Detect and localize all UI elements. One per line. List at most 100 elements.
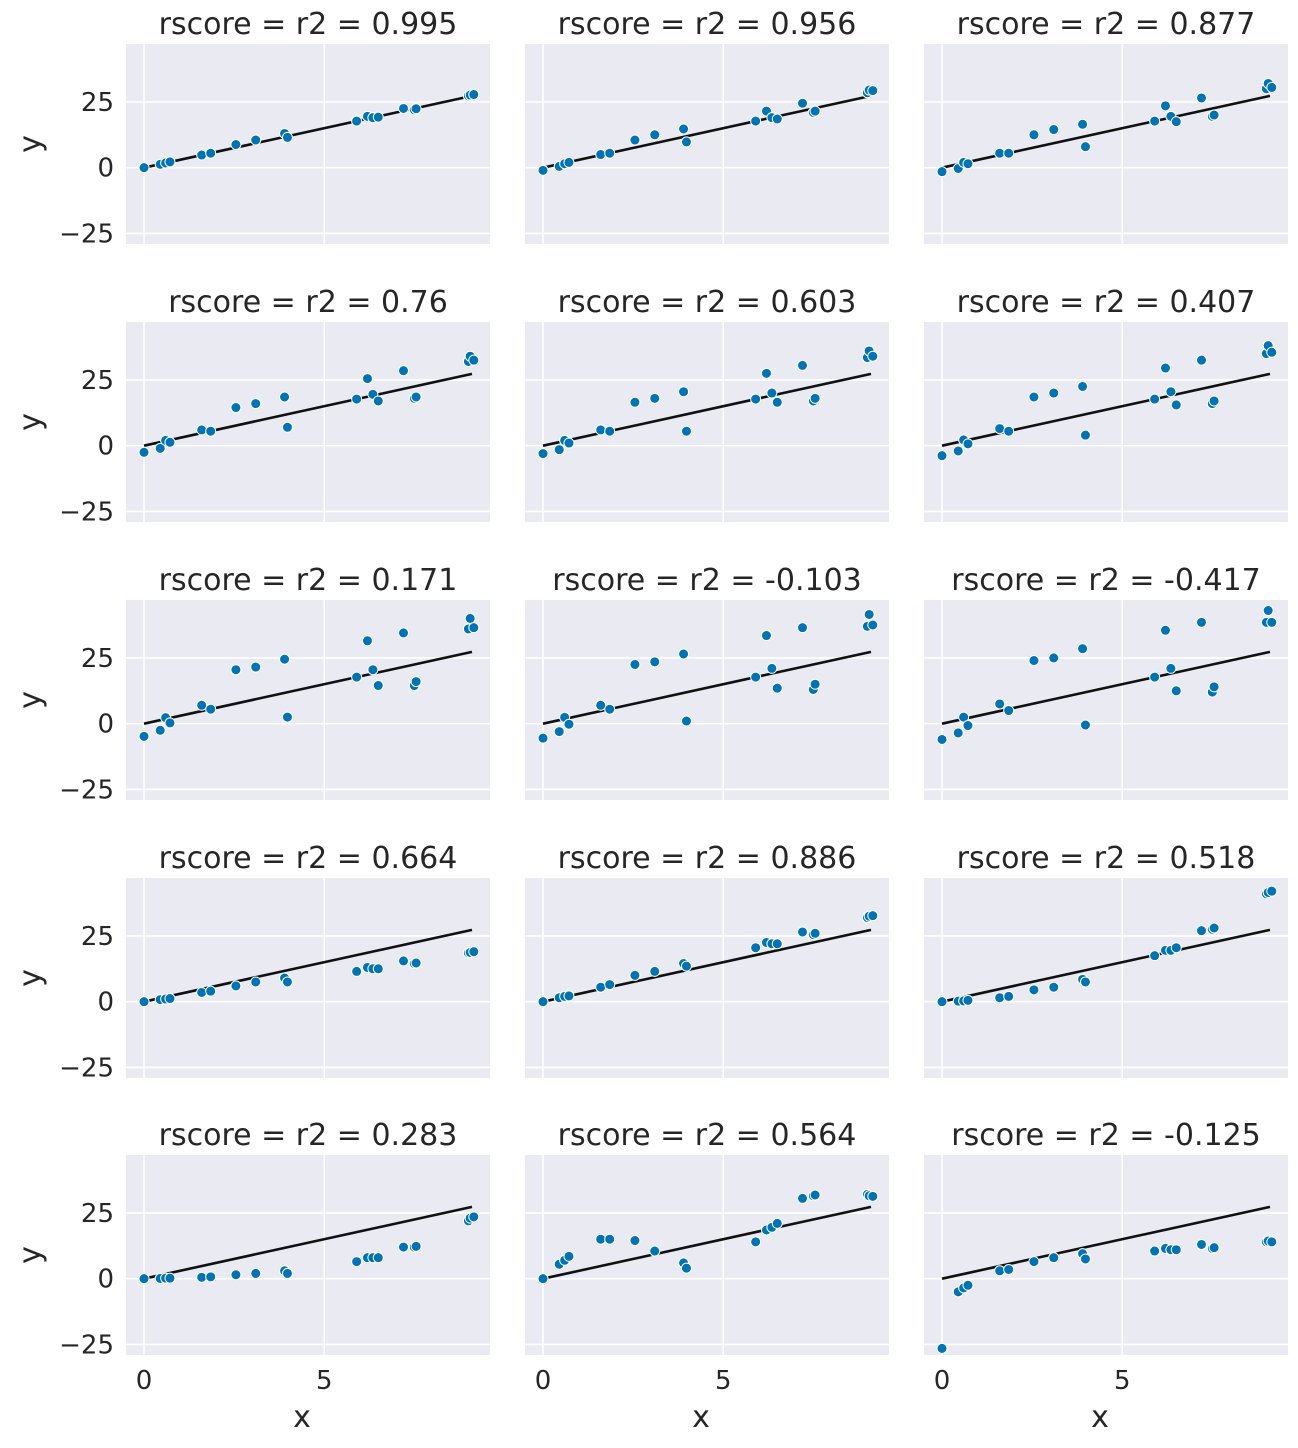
data-point [771,113,783,125]
data-point [398,627,410,639]
axes-background [525,1155,889,1355]
data-point [678,648,690,660]
x-axis-label: x [692,1400,710,1435]
axes-background [924,878,1288,1078]
y-axis-label: y [13,413,48,431]
data-point [279,653,291,665]
data-point [867,350,879,362]
data-point [867,910,879,922]
axes-background [525,878,889,1078]
data-point [250,661,262,673]
axes-background [525,322,889,522]
data-point [994,1265,1006,1277]
data-point [196,1271,208,1283]
data-point [1165,662,1177,674]
data-point [1266,81,1278,93]
data-point [250,134,262,146]
axes-background [126,44,490,244]
regression-line [941,650,1271,725]
facet-panel-7: rscore = r2 = 0.171 −25 0 25 y [13,563,490,805]
y-tick-label: 25 [81,922,114,952]
data-point [1079,1253,1091,1265]
data-point [351,393,363,405]
data-point [398,955,410,967]
data-point [936,1342,948,1354]
data-point [250,1267,262,1279]
y-tick-label: 0 [97,710,114,740]
data-point [962,994,974,1006]
data-point [138,996,150,1008]
data-point [797,1192,809,1204]
data-point [809,927,821,939]
data-point [680,1262,692,1274]
data-point [1165,386,1177,398]
axes-background [525,600,889,800]
data-point [196,424,208,436]
data-point [994,147,1006,159]
data-point [398,102,410,114]
panel-title: rscore = r2 = 0.407 [957,285,1256,320]
regression-line [143,650,473,725]
data-point [1266,346,1278,358]
panel-title: rscore = r2 = 0.564 [558,1118,857,1153]
data-point [1149,393,1161,405]
data-point [1003,147,1015,159]
data-point [1079,976,1091,988]
x-axis-label: x [1091,1400,1109,1435]
data-point [367,664,379,676]
facet-panel-13: rscore = r2 = 0.283 −25 0 25 y 0 5x [13,1118,490,1435]
x-tick-label: 0 [934,1366,951,1396]
panel-title: rscore = r2 = 0.664 [159,841,458,876]
data-point [563,990,575,1002]
data-point [138,730,150,742]
y-tick-label: 0 [97,1265,114,1295]
data-point [537,1273,549,1285]
regression-line [143,1205,473,1280]
data-point [771,938,783,950]
data-point [1208,922,1220,934]
data-point [196,149,208,161]
data-point [962,158,974,170]
data-point [1079,719,1091,731]
y-axis-label: y [13,1246,48,1264]
data-point [760,630,772,642]
data-point [1003,425,1015,437]
panel-title: rscore = r2 = 0.603 [558,285,857,320]
data-point [372,111,384,123]
data-point [750,115,762,127]
data-point [250,976,262,988]
data-point [164,156,176,168]
data-point [649,1245,661,1257]
data-point [750,671,762,683]
data-point [372,1252,384,1264]
data-point [563,437,575,449]
data-point [766,387,778,399]
data-point [771,682,783,694]
data-point [595,424,607,436]
data-point [595,149,607,161]
data-point [196,986,208,998]
y-tick-label: −25 [59,497,114,527]
data-point [164,436,176,448]
y-axis-label: y [13,135,48,153]
data-point [230,139,242,151]
panel-title: rscore = r2 = -0.417 [951,563,1261,598]
y-tick-label: 25 [81,1199,114,1229]
data-point [867,619,879,631]
data-point [279,391,291,403]
data-point [230,402,242,414]
data-point [678,386,690,398]
y-tick-label: 0 [97,432,114,462]
data-point [1149,950,1161,962]
facet-panel-2: rscore = r2 = 0.956 [525,7,889,244]
data-point [537,448,549,460]
facet-panel-1: rscore = r2 = 0.995 −25 0 25 y [13,7,490,249]
data-point [1149,115,1161,127]
facet-panel-10: rscore = r2 = 0.664 −25 0 25 y [13,841,490,1083]
y-tick-label: −25 [59,1330,114,1360]
data-point [649,656,661,668]
panel-title: rscore = r2 = 0.518 [957,841,1256,876]
facet-panel-14: rscore = r2 = 0.564 0 5x [525,1118,889,1435]
data-point [797,926,809,938]
